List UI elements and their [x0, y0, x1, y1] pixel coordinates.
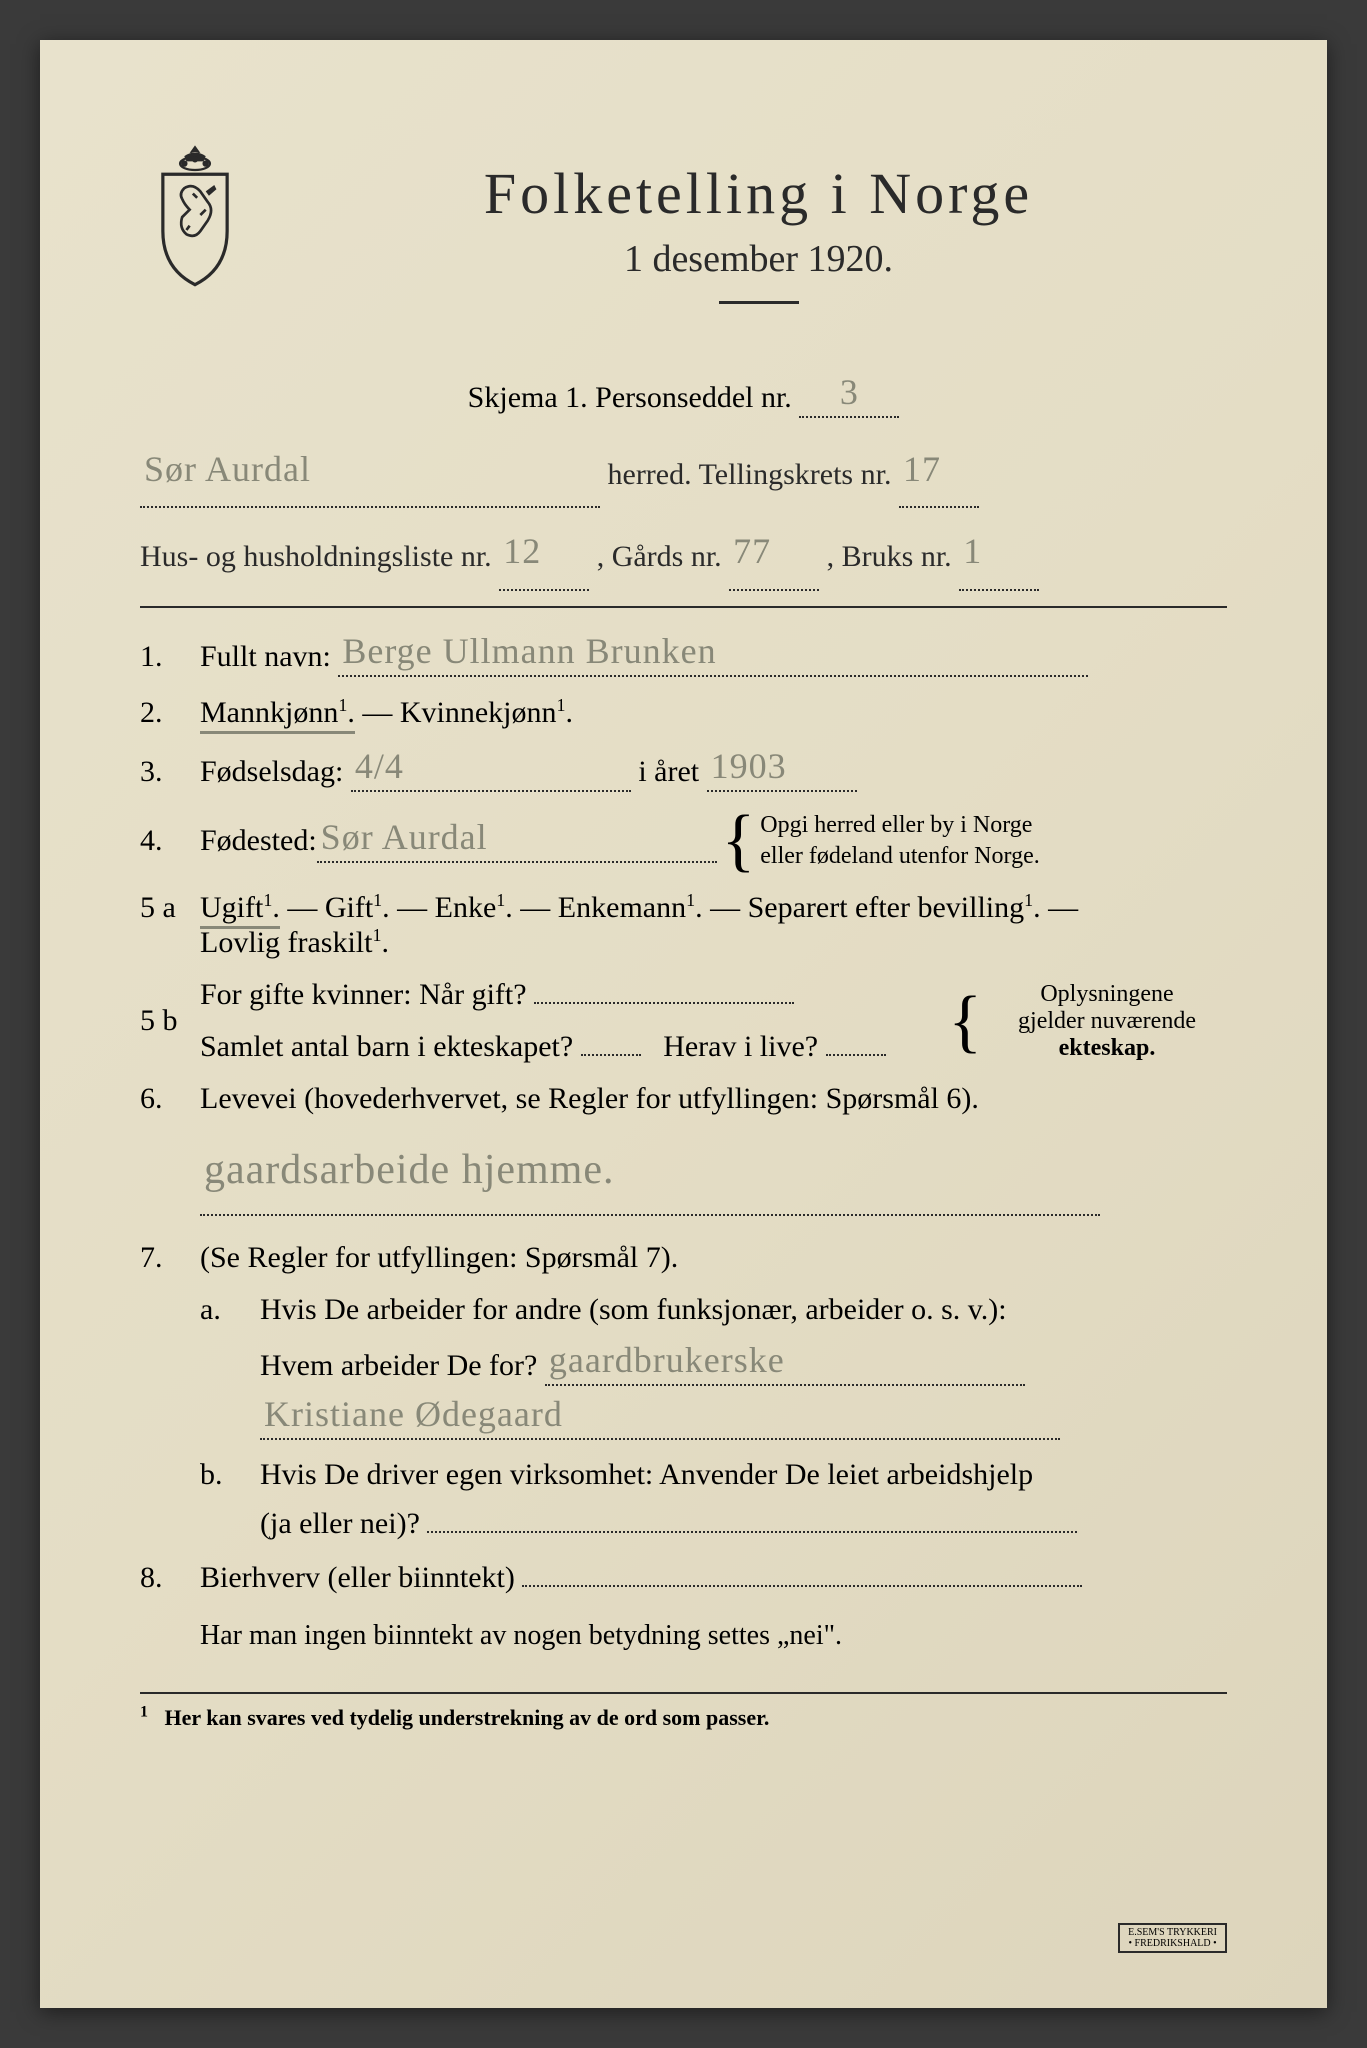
q6-answer: gaardsarbeide hjemme. — [140, 1134, 1227, 1216]
q3: 3. Fødselsdag: 4/4 i året 1903 — [140, 748, 1227, 792]
q8: 8. Bierhverv (eller biinntekt) — [140, 1561, 1227, 1595]
q5a-enke: Enke1. — [435, 891, 513, 924]
krets-nr: 17 — [903, 449, 941, 489]
q5b-line2b: Herav i live? — [663, 1030, 818, 1063]
birth-day: 4/4 — [355, 746, 404, 786]
gift-year-field — [534, 1002, 794, 1004]
bierhverv-field — [522, 1585, 1082, 1587]
q5a-ugift: Ugift1. — [200, 891, 280, 929]
printer-stamp: E.SEM'S TRYKKERI • FREDRIKSHALD • — [1118, 1923, 1227, 1953]
title-separator — [719, 301, 799, 304]
q4-note: Opgi herred eller by i Norgeeller fødela… — [760, 810, 1039, 872]
brace-icon: { — [948, 1004, 982, 1039]
barn-field — [581, 1054, 641, 1056]
q5a-enkemann: Enkemann1. — [558, 891, 703, 924]
footnote: 1 Her kan svares ved tydelig understrekn… — [140, 1705, 769, 1730]
brace-icon: { — [722, 823, 756, 858]
q6-num: 6. — [140, 1082, 200, 1116]
gards-nr: 77 — [733, 531, 771, 571]
coat-of-arms-icon — [140, 140, 250, 290]
q7b-line1: Hvis De driver egen virksomhet: Anvender… — [260, 1458, 1227, 1492]
q7a-line2: Hvem arbeider De for? — [260, 1349, 537, 1382]
q7a-num: a. — [200, 1293, 260, 1327]
q6: 6. Levevei (hovederhvervet, se Regler fo… — [140, 1082, 1227, 1116]
q8-num: 8. — [140, 1561, 200, 1595]
q2-dash: — — [362, 696, 400, 729]
q7b-line2: (ja eller nei)? — [260, 1507, 420, 1540]
q4: 4. Fødested: Sør Aurdal { Opgi herred el… — [140, 810, 1227, 872]
herred-line: Sør Aurdal herred. Tellingskrets nr. 17 — [140, 438, 1227, 508]
subtitle: 1 desember 1920. — [290, 237, 1227, 281]
q8-label: Bierhverv (eller biinntekt) — [200, 1561, 515, 1594]
hus-label3: , Bruks nr. — [827, 540, 952, 573]
q2-kvinne: Kvinnekjønn1. — [400, 696, 573, 729]
schema-line: Skjema 1. Personseddel nr. 3 — [140, 374, 1227, 418]
header: Folketelling i Norge 1 desember 1920. — [140, 160, 1227, 334]
hus-label1: Hus- og husholdningsliste nr. — [140, 540, 492, 573]
q7a: a. Hvis De arbeider for andre (som funks… — [140, 1293, 1227, 1440]
employer2: Kristiane Ødegaard — [264, 1394, 563, 1434]
q7b: b. Hvis De driver egen virksomhet: Anven… — [140, 1458, 1227, 1541]
q5b: 5 b For gifte kvinner: Når gift? Samlet … — [140, 978, 1227, 1064]
q2-num: 2. — [140, 696, 200, 730]
liste-nr: 12 — [503, 531, 541, 571]
q5a-gift: Gift1. — [325, 891, 390, 924]
personseddel-nr: 3 — [840, 372, 859, 412]
q2: 2. Mannkjønn1. — Kvinnekjønn1. — [140, 695, 1227, 730]
instruction: Har man ingen biinntekt av nogen betydni… — [200, 1620, 1227, 1652]
title-block: Folketelling i Norge 1 desember 1920. — [290, 160, 1227, 334]
main-title: Folketelling i Norge — [290, 160, 1227, 227]
live-field — [826, 1054, 886, 1056]
hus-line: Hus- og husholdningsliste nr. 12 , Gårds… — [140, 520, 1227, 590]
q5b-num: 5 b — [140, 1004, 200, 1038]
occupation: gaardsarbeide hjemme. — [204, 1147, 614, 1193]
q5b-line2a: Samlet antal barn i ekteskapet? — [200, 1030, 573, 1063]
q7-label: (Se Regler for utfyllingen: Spørsmål 7). — [200, 1241, 1227, 1275]
q3-mid: i året — [638, 755, 699, 788]
q1-num: 1. — [140, 640, 200, 674]
divider — [140, 606, 1227, 608]
q7: 7. (Se Regler for utfyllingen: Spørsmål … — [140, 1241, 1227, 1275]
q4-num: 4. — [140, 824, 200, 858]
full-name: Berge Ullmann Brunken — [342, 631, 716, 671]
q5b-line1: For gifte kvinner: Når gift? — [200, 978, 527, 1011]
q7a-line1: Hvis De arbeider for andre (som funksjon… — [260, 1293, 1227, 1327]
q5b-note: Oplysningene gjelder nuværende ekteskap. — [987, 981, 1227, 1062]
q1-label: Fullt navn: — [200, 640, 331, 673]
q3-label: Fødselsdag: — [200, 755, 343, 788]
q1: 1. Fullt navn: Berge Ullmann Brunken — [140, 633, 1227, 677]
leiet-field — [427, 1531, 1077, 1533]
q4-label: Fødested: — [200, 824, 317, 858]
employer1: gaardbrukerske — [549, 1340, 785, 1380]
q5a: 5 a Ugift1. — Gift1. — Enke1. — Enkemann… — [140, 890, 1227, 960]
q7b-num: b. — [200, 1458, 260, 1492]
footnote-line: 1 Her kan svares ved tydelig understrekn… — [140, 1692, 1227, 1731]
hus-label2: , Gårds nr. — [597, 540, 722, 573]
q6-label: Levevei (hovederhvervet, se Regler for u… — [200, 1082, 1227, 1116]
q5a-lovlig: Lovlig fraskilt1. — [200, 926, 389, 959]
q5a-separert: Separert efter bevilling1. — [748, 891, 1041, 924]
q2-mann: Mannkjønn1. — [200, 696, 355, 734]
bruks-nr: 1 — [963, 531, 982, 571]
birthplace: Sør Aurdal — [321, 817, 488, 857]
herred-name: Sør Aurdal — [144, 449, 311, 489]
schema-label: Skjema 1. Personseddel nr. — [468, 381, 792, 414]
birth-year: 1903 — [711, 746, 787, 786]
q5a-num: 5 a — [140, 891, 200, 925]
census-form-page: Folketelling i Norge 1 desember 1920. Sk… — [40, 40, 1327, 2008]
herred-label: herred. Tellingskrets nr. — [608, 458, 892, 491]
q3-num: 3. — [140, 755, 200, 789]
q7-num: 7. — [140, 1241, 200, 1275]
